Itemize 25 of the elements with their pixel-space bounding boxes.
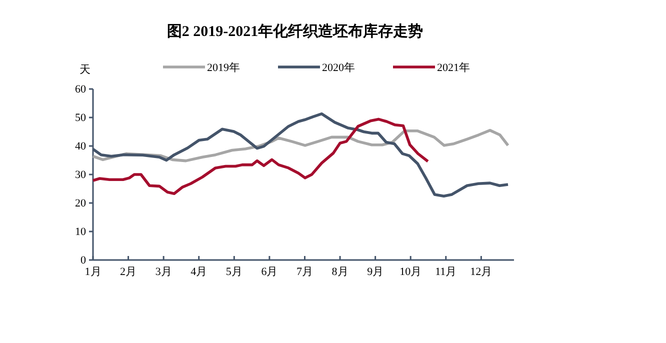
x-tick-label: 11月 bbox=[435, 266, 457, 278]
chart-title: 图2 2019-2021年化纤织造坯布库存走势 bbox=[166, 22, 424, 40]
y-tick-label: 0 bbox=[80, 254, 86, 267]
x-tick-label: 12月 bbox=[470, 266, 492, 278]
y-tick-label: 50 bbox=[75, 112, 86, 124]
y-axis-title: 天 bbox=[80, 64, 90, 76]
x-tick-label: 9月 bbox=[367, 266, 384, 278]
legend-label: 2019年 bbox=[207, 62, 240, 74]
y-tick-label: 20 bbox=[75, 198, 86, 210]
line-series bbox=[92, 118, 430, 195]
x-tick-label: 4月 bbox=[190, 266, 208, 278]
x-tick-label: 6月 bbox=[261, 266, 278, 278]
x-tick-label: 10月 bbox=[400, 266, 422, 278]
y-tick-label: 40 bbox=[75, 140, 86, 153]
x-tick-label: 8月 bbox=[332, 266, 348, 278]
legend-label: 2021年 bbox=[437, 62, 470, 74]
x-tick-label: 2月 bbox=[120, 266, 137, 278]
x-tick-label: 1月 bbox=[84, 266, 102, 278]
y-tick-label: 30 bbox=[75, 169, 86, 182]
y-tick-label: 10 bbox=[75, 226, 86, 238]
x-tick-label: 3月 bbox=[155, 266, 172, 278]
y-tick-label: 60 bbox=[75, 84, 86, 96]
legend-label: 2020年 bbox=[322, 62, 355, 74]
x-tick-label: 7月 bbox=[296, 266, 313, 278]
x-tick-label: 5月 bbox=[226, 266, 242, 278]
